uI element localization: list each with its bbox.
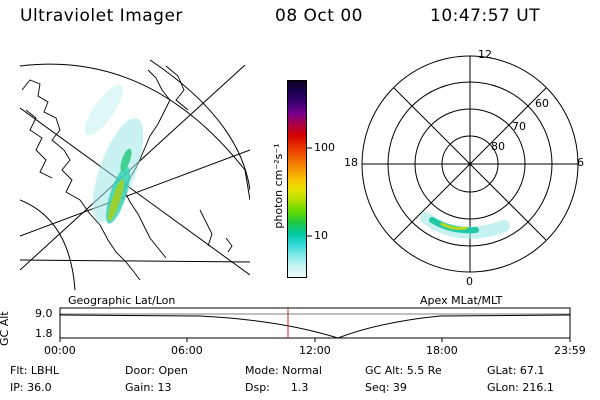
latitude-arc-mid <box>149 59 250 191</box>
latitude-arc-inner <box>20 199 76 290</box>
status-glon: GLon: 216.1 <box>487 381 554 394</box>
colorbar-gradient <box>288 81 306 277</box>
mlat-label-60: 60 <box>535 97 549 110</box>
latitude-arc-outer <box>20 63 250 201</box>
colorbar <box>287 80 307 278</box>
mlat-label-70: 70 <box>512 120 526 133</box>
meridian-line <box>20 107 250 276</box>
status-ip: IP: 36.0 <box>10 381 52 394</box>
time-label: 10:47:57 UT <box>430 6 541 26</box>
status-glat: GLat: 67.1 <box>487 364 545 377</box>
status-flt: Flt: LBHL <box>10 364 59 377</box>
mlt-label-0: 0 <box>466 275 473 288</box>
instrument-title: Ultraviolet Imager <box>20 6 183 26</box>
status-mode: Mode: Normal <box>245 364 322 377</box>
coastline <box>165 65 189 111</box>
polar-panel-label: Apex MLat/MLT <box>420 294 503 307</box>
coastline <box>21 79 141 281</box>
time-tick-1800: 18:00 <box>426 344 458 357</box>
meridian-line <box>20 259 250 263</box>
status-gc-alt: GC Alt: 5.5 Re <box>365 364 442 377</box>
mlt-label-6: 6 <box>577 156 584 169</box>
altitude-curve <box>59 314 571 339</box>
coastline <box>25 109 53 179</box>
status-seq: Seq: 39 <box>365 381 407 394</box>
altitude-ylabel: GC Alt <box>0 311 11 346</box>
mlt-label-18: 18 <box>344 156 358 169</box>
status-gain: Gain: 13 <box>125 381 172 394</box>
geo-panel-label: Geographic Lat/Lon <box>68 294 176 307</box>
meridian-line <box>20 149 250 237</box>
time-tick-1200: 12:00 <box>299 344 331 357</box>
coastline <box>199 209 213 247</box>
altitude-ytick-high: 9.0 <box>35 307 53 320</box>
time-tick-0600: 06:00 <box>171 344 203 357</box>
polar-aurora-oval <box>420 212 510 239</box>
time-tick-0000: 00:00 <box>44 344 76 357</box>
aurora-emission <box>84 84 144 224</box>
colorbar-tick-10: 10 <box>314 229 328 242</box>
time-tick-2359: 23:59 <box>554 344 586 357</box>
colorbar-tick-100: 100 <box>314 141 335 154</box>
status-dsp: Dsp: 1.3 <box>245 381 309 394</box>
polar-diagonal <box>393 87 547 241</box>
coastline <box>225 237 233 253</box>
mlat-label-80: 80 <box>491 140 505 153</box>
mlt-label-12: 12 <box>478 48 492 61</box>
date-label: 08 Oct 00 <box>275 6 363 26</box>
altitude-ytick-low: 1.8 <box>35 327 53 340</box>
status-door: Door: Open <box>125 364 188 377</box>
